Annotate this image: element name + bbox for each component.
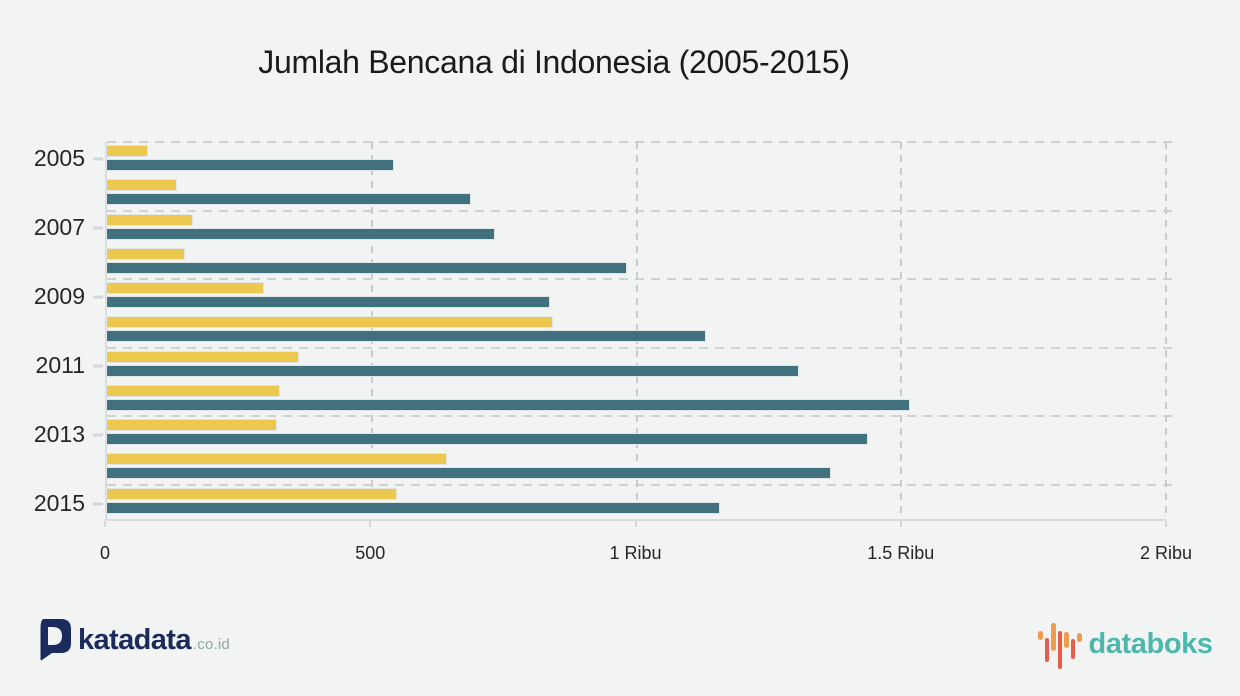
bar-2012-teal xyxy=(107,399,910,410)
x-label-2000: 2 Ribu xyxy=(1139,543,1193,563)
year-group-2011 xyxy=(107,348,1166,382)
y-label-2011: 2011 xyxy=(35,351,85,378)
year-group-2015 xyxy=(107,485,1166,519)
x-label-0: 0 xyxy=(99,543,111,563)
katadata-wordmark: katadata xyxy=(78,623,191,656)
databoks-wordmark: databoks xyxy=(1088,627,1214,660)
bar-2007-yellow xyxy=(107,214,192,225)
gridline-h-2015 xyxy=(107,483,1172,486)
bar-2005-teal xyxy=(107,160,393,170)
y-axis: 2005 2007 2009 2011 2013 2015 xyxy=(0,142,105,521)
bar-2015-teal xyxy=(107,502,719,513)
bar-2011-yellow xyxy=(107,351,298,362)
gridline-v-1500 xyxy=(900,142,903,519)
bar-2010-yellow xyxy=(107,317,552,328)
bar-2010-teal xyxy=(107,331,706,342)
gridline-v-1000 xyxy=(635,142,638,519)
gridline-v-500 xyxy=(370,142,373,519)
gridline-h-2009 xyxy=(107,278,1172,281)
y-label-2013: 2013 xyxy=(33,420,85,447)
y-tick-2013 xyxy=(93,433,103,437)
katadata-icon xyxy=(35,618,72,661)
gridline-h-2011 xyxy=(107,346,1172,349)
x-label-500: 500 xyxy=(355,543,386,563)
bar-2007-teal xyxy=(107,228,494,239)
bar-2006-yellow xyxy=(107,180,176,191)
x-tick-500 xyxy=(369,521,372,527)
bar-2006-teal xyxy=(107,194,470,205)
bar-2005-yellow xyxy=(107,146,147,156)
year-group-2009 xyxy=(107,279,1166,313)
x-tick-0 xyxy=(104,521,106,527)
x-tick-1500 xyxy=(899,521,902,527)
year-group-2008 xyxy=(107,245,1166,279)
y-tick-2011 xyxy=(93,364,103,368)
year-group-2007 xyxy=(107,211,1166,245)
databoks-logo[interactable]: databoks xyxy=(1038,620,1214,669)
gridline-v-2000 xyxy=(1165,142,1167,519)
bar-2008-yellow xyxy=(107,248,184,259)
y-label-2005: 2005 xyxy=(33,145,85,172)
bar-2009-yellow xyxy=(107,283,264,294)
x-tick-1000 xyxy=(634,521,637,527)
x-label-1500: 1.5 Ribu xyxy=(867,543,935,563)
gridline-h-2007 xyxy=(107,209,1172,212)
bar-2011-teal xyxy=(107,365,798,376)
year-group-2006 xyxy=(107,176,1166,210)
bar-2009-teal xyxy=(107,297,550,308)
y-tick-2009 xyxy=(93,295,103,299)
katadata-domain-suffix: .co.id xyxy=(192,636,230,653)
gridline-h-2013 xyxy=(107,415,1172,418)
bar-2014-yellow xyxy=(107,454,446,465)
y-label-2015: 2015 xyxy=(33,489,85,516)
databoks-bars-icon xyxy=(1038,620,1082,669)
year-group-2014 xyxy=(107,450,1166,484)
bar-2013-teal xyxy=(107,434,867,445)
chart-title: Jumlah Bencana di Indonesia (2005-2015) xyxy=(258,44,850,80)
year-group-2013 xyxy=(107,416,1166,450)
x-label-1000: 1 Ribu xyxy=(609,543,662,563)
y-tick-2015 xyxy=(93,502,103,506)
bar-2013-yellow xyxy=(107,420,277,431)
bar-2008-teal xyxy=(107,262,626,273)
bar-2015-yellow xyxy=(107,488,396,499)
katadata-logo[interactable]: katadata .co.id xyxy=(35,618,230,661)
year-group-2005 xyxy=(107,142,1166,176)
year-group-2010 xyxy=(107,313,1166,347)
plot-area xyxy=(105,141,1172,521)
bar-2014-teal xyxy=(107,468,830,479)
y-tick-2007 xyxy=(93,226,103,230)
x-axis: 0 500 1 Ribu 1.5 Ribu 2 Ribu xyxy=(100,521,1192,581)
y-label-2007: 2007 xyxy=(33,214,85,241)
year-group-2012 xyxy=(107,382,1166,416)
bar-2012-yellow xyxy=(107,385,280,396)
x-tick-2000 xyxy=(1165,521,1167,527)
gridline-h-2005 xyxy=(107,141,1172,143)
y-tick-2005 xyxy=(93,157,103,161)
y-label-2009: 2009 xyxy=(33,282,85,309)
